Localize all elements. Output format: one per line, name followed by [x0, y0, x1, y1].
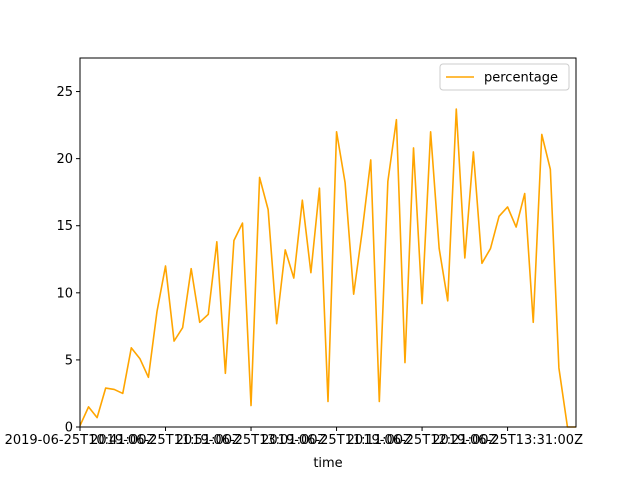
x-tick-label: 2019-06-25T11:51:00Z [90, 433, 241, 448]
y-tick-label: 0 [65, 421, 73, 436]
x-axis-label: time [313, 456, 342, 471]
legend-label: percentage [484, 71, 558, 86]
x-tick-label: 2019-06-25T13:31:00Z [432, 433, 583, 448]
x-tick-label: 2019-06-25T11:11:00Z [261, 433, 412, 448]
y-tick-label: 5 [65, 353, 73, 368]
x-tick-label: 2019-06-25T13:01:00Z [176, 433, 327, 448]
axes: 05101520252019-06-25T10:41:00Z2019-06-25… [5, 57, 583, 448]
y-tick-label: 20 [56, 152, 73, 167]
legend: percentage [439, 63, 570, 91]
x-tick-label: 2019-06-25T12:21:00Z [347, 433, 498, 448]
axes-frame [79, 57, 577, 428]
y-tick-label: 25 [56, 85, 73, 100]
legend-box [439, 63, 570, 91]
series-line-0 [79, 108, 576, 428]
x-tick-label: 2019-06-25T10:41:00Z [5, 433, 156, 448]
plot-area [79, 108, 576, 428]
y-tick-label: 15 [56, 219, 73, 234]
y-tick-label: 10 [56, 286, 73, 301]
